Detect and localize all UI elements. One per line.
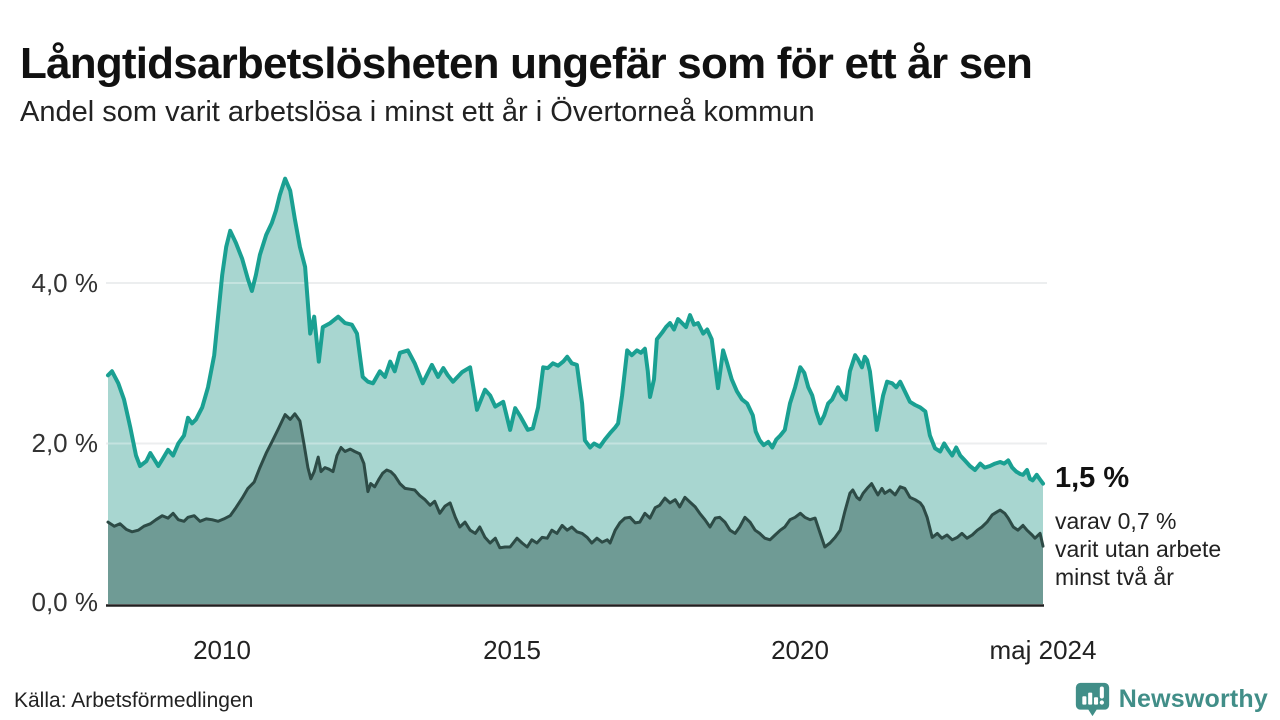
source-attribution: Källa: Arbetsförmedlingen xyxy=(14,689,254,712)
x-axis-tick-2010: 2010 xyxy=(193,635,251,665)
chart-subtitle: Andel som varit arbetslösa i minst ett å… xyxy=(20,96,815,128)
end-sub-line-2: varit utan arbete xyxy=(1055,536,1222,562)
chart-title: Långtidsarbetslösheten ungefär som för e… xyxy=(20,39,1033,89)
y-axis-tick-0: 0,0 % xyxy=(31,587,99,617)
end-sub-annotation: varav 0,7 % varit utan arbete minst två … xyxy=(1055,507,1280,591)
x-axis-tick-2015: 2015 xyxy=(483,635,541,665)
x-axis-tick-2020: 2020 xyxy=(771,635,829,665)
end-sub-line-3: minst två år xyxy=(1055,564,1174,590)
y-axis-tick-4: 4,0 % xyxy=(31,268,99,298)
newsworthy-logo: Newsworthy xyxy=(1074,681,1268,718)
end-sub-line-1: varav 0,7 % xyxy=(1055,508,1177,534)
newsworthy-speech-bubble-icon xyxy=(1075,682,1109,717)
x-axis-tick-maj-2024: maj 2024 xyxy=(989,635,1097,665)
y-axis-tick-2: 2,0 % xyxy=(31,428,99,458)
end-value-label: 1,5 % xyxy=(1055,462,1130,494)
newsworthy-wordmark: Newsworthy xyxy=(1118,685,1268,713)
